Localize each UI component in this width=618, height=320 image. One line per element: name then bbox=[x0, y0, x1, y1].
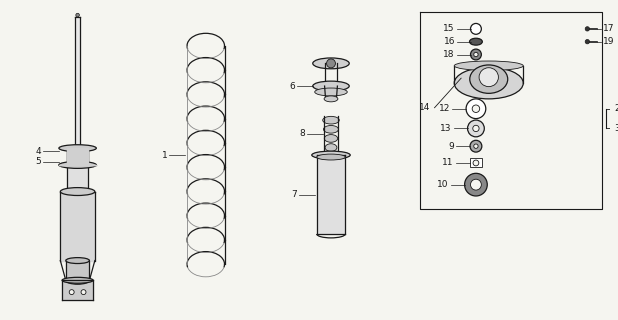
Ellipse shape bbox=[311, 151, 350, 159]
Text: 11: 11 bbox=[442, 158, 454, 167]
Circle shape bbox=[470, 179, 481, 190]
Circle shape bbox=[81, 290, 86, 295]
Ellipse shape bbox=[454, 67, 523, 99]
FancyBboxPatch shape bbox=[470, 158, 482, 167]
Text: 13: 13 bbox=[440, 124, 452, 133]
Ellipse shape bbox=[61, 188, 95, 196]
Circle shape bbox=[470, 140, 482, 152]
Text: 16: 16 bbox=[444, 37, 455, 46]
Ellipse shape bbox=[66, 258, 90, 264]
Ellipse shape bbox=[313, 58, 349, 69]
Text: 9: 9 bbox=[449, 142, 454, 151]
Text: 19: 19 bbox=[603, 37, 615, 46]
Text: 8: 8 bbox=[300, 129, 305, 138]
Ellipse shape bbox=[316, 154, 345, 160]
Text: 12: 12 bbox=[439, 104, 451, 113]
Ellipse shape bbox=[470, 38, 482, 45]
Text: 14: 14 bbox=[419, 103, 431, 112]
Circle shape bbox=[585, 27, 590, 31]
Circle shape bbox=[470, 49, 481, 60]
Text: 1: 1 bbox=[161, 151, 167, 160]
Circle shape bbox=[474, 52, 478, 57]
Ellipse shape bbox=[323, 125, 339, 133]
Circle shape bbox=[585, 39, 590, 44]
Text: 15: 15 bbox=[443, 24, 455, 33]
Ellipse shape bbox=[323, 116, 339, 124]
Circle shape bbox=[472, 105, 480, 112]
Ellipse shape bbox=[479, 68, 498, 87]
Ellipse shape bbox=[62, 277, 93, 283]
Circle shape bbox=[76, 13, 79, 17]
Ellipse shape bbox=[315, 88, 347, 96]
Text: 2: 2 bbox=[614, 104, 618, 113]
Ellipse shape bbox=[313, 81, 349, 91]
Polygon shape bbox=[59, 148, 96, 165]
Text: 10: 10 bbox=[438, 180, 449, 189]
Ellipse shape bbox=[324, 96, 338, 102]
Ellipse shape bbox=[324, 135, 337, 142]
Circle shape bbox=[473, 160, 479, 166]
Circle shape bbox=[470, 23, 481, 34]
Circle shape bbox=[465, 173, 487, 196]
Polygon shape bbox=[62, 280, 93, 300]
Text: 4: 4 bbox=[35, 147, 41, 156]
Text: 6: 6 bbox=[289, 82, 295, 91]
Circle shape bbox=[473, 125, 479, 132]
Circle shape bbox=[326, 59, 336, 68]
Text: 18: 18 bbox=[443, 50, 455, 59]
Text: 3: 3 bbox=[614, 124, 618, 133]
Circle shape bbox=[69, 290, 74, 295]
Ellipse shape bbox=[325, 144, 337, 151]
Text: 5: 5 bbox=[35, 157, 41, 166]
Circle shape bbox=[468, 120, 485, 137]
Ellipse shape bbox=[454, 61, 523, 70]
Ellipse shape bbox=[59, 162, 96, 168]
Text: 7: 7 bbox=[291, 190, 297, 199]
Text: 17: 17 bbox=[603, 24, 615, 33]
Ellipse shape bbox=[59, 145, 96, 152]
Circle shape bbox=[474, 144, 478, 148]
Ellipse shape bbox=[470, 65, 508, 93]
Circle shape bbox=[466, 99, 486, 119]
